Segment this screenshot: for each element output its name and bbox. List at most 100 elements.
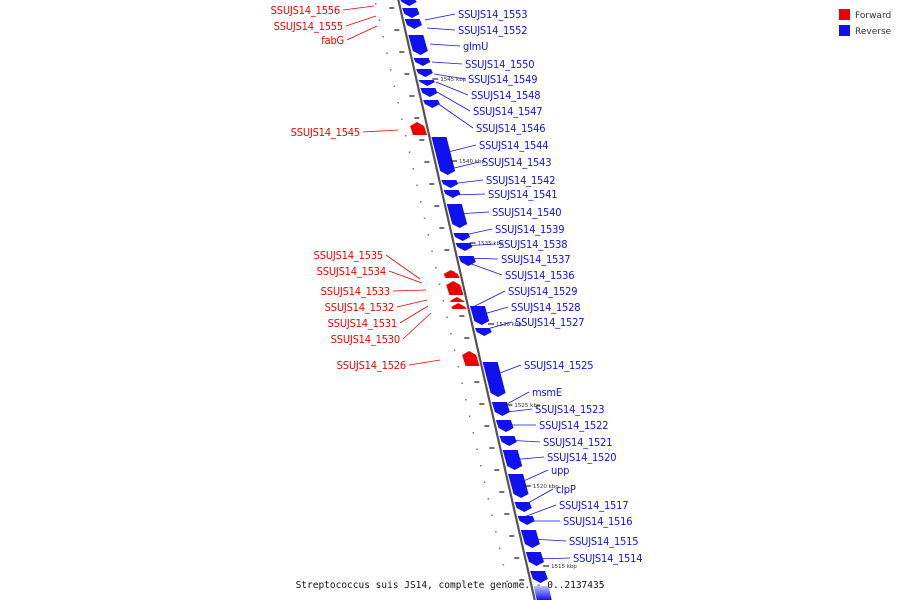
reverse-gene-arrow <box>446 204 468 228</box>
gene-label[interactable]: SSUJS14_1531 <box>328 317 398 330</box>
gene-leader-line <box>362 129 399 133</box>
gene-leader-line <box>436 91 471 112</box>
reverse-gene-arrow <box>416 69 433 77</box>
forward-track-dot <box>393 85 396 87</box>
forward-track-dot <box>401 118 403 120</box>
gene-label[interactable]: SSUJS14_1516 <box>563 515 633 528</box>
gene-label[interactable]: SSUJS14_1540 <box>492 206 562 219</box>
gene-label[interactable]: SSUJS14_1545 <box>291 126 361 139</box>
gene-label[interactable]: SSUJS14_1539 <box>495 223 565 236</box>
gene-label[interactable]: SSUJS14_1538 <box>498 238 568 251</box>
gene-leader-line <box>436 102 474 129</box>
backbone <box>397 0 536 600</box>
gene-label[interactable]: SSUJS14_1552 <box>458 24 528 37</box>
tick-label: 1515 kbp <box>551 564 577 570</box>
gene-label[interactable]: SSUJS14_1541 <box>488 188 558 201</box>
gene-leader-line <box>455 211 490 215</box>
gene-label[interactable]: SSUJS14_1534 <box>317 265 387 278</box>
gene-leader-line <box>530 538 567 542</box>
gene-label[interactable]: SSUJS14_1529 <box>508 285 578 298</box>
gene-label[interactable]: SSUJS14_1547 <box>473 105 543 118</box>
gene-leader-line <box>388 270 423 284</box>
gene-label[interactable]: SSUJS14_1527 <box>515 316 585 329</box>
gene-label[interactable]: SSUJS14_1522 <box>539 419 609 432</box>
gene-label[interactable]: SSUJS14_1535 <box>314 249 384 262</box>
tick-label: 1520 kbp <box>533 484 559 490</box>
gene-label[interactable]: SSUJS14_1537 <box>501 253 571 266</box>
gene-label[interactable]: SSUJS14_1533 <box>321 285 391 298</box>
gene-label[interactable]: SSUJS14_1515 <box>569 535 639 548</box>
forward-track-dot <box>450 333 452 335</box>
gene-leader-line <box>509 456 545 461</box>
gene-label[interactable]: SSUJS14_1550 <box>465 58 535 71</box>
tick-label: 1525 kbp <box>514 403 540 409</box>
forward-track-dot <box>408 151 411 153</box>
forward-track-dot <box>412 168 415 170</box>
gene-leader-line <box>346 25 378 41</box>
gene-label[interactable]: SSUJS14_1543 <box>482 156 552 169</box>
gene-leader-line <box>445 161 480 171</box>
reverse-gene-arrow <box>508 474 529 498</box>
forward-track-dot <box>431 250 433 252</box>
gene-leader-line <box>520 488 554 508</box>
legend-forward-label: Forward <box>855 11 891 21</box>
gene-leader-line <box>399 305 429 324</box>
gene-label[interactable]: SSUJS14_1525 <box>524 359 594 372</box>
gene-label[interactable]: SSUJS14_1548 <box>471 89 541 102</box>
gene-label[interactable]: SSUJS14_1546 <box>476 122 546 135</box>
reverse-gene-arrow <box>404 19 422 29</box>
forward-track-dot <box>374 3 377 5</box>
gene-label[interactable]: SSUJS14_1542 <box>486 174 556 187</box>
gene-label[interactable]: SSUJS14_1521 <box>543 436 613 449</box>
gene-label[interactable]: SSUJS14_1555 <box>274 20 344 33</box>
forward-track-dot <box>498 547 501 549</box>
reverse-gene-arrow <box>474 328 492 336</box>
gene-leader-line <box>392 289 427 292</box>
forward-track-dot <box>506 580 508 582</box>
gene-label[interactable]: SSUJS14_1532 <box>325 301 395 314</box>
gene-label[interactable]: SSUJS14_1556 <box>271 4 341 17</box>
gene-leader-line <box>516 469 549 485</box>
gene-label[interactable]: upp <box>551 464 569 477</box>
label-leaders <box>342 5 571 560</box>
reverse-gene-arrow <box>418 80 435 86</box>
tick-label: 1540 kbp <box>459 159 485 165</box>
gene-leader-line <box>408 359 441 366</box>
gene-label[interactable]: clpP <box>556 483 576 496</box>
reverse-gene-arrow <box>408 35 428 55</box>
reverse-gene-arrow <box>533 586 552 600</box>
gene-label[interactable]: SSUJS14_1544 <box>479 139 549 152</box>
gene-label[interactable]: SSUJS14_1549 <box>468 73 538 86</box>
reverse-gene-arrow <box>514 502 532 512</box>
reverse-gene-arrow <box>530 571 548 583</box>
gene-label[interactable]: SSUJS14_1528 <box>511 301 581 314</box>
legend: Forward Reverse <box>839 9 892 37</box>
gene-label[interactable]: SSUJS14_1520 <box>547 451 617 464</box>
reverse-gene-arrow <box>520 530 540 548</box>
gene-label[interactable]: msmE <box>532 386 562 399</box>
gene-leader-line <box>461 243 496 247</box>
gene-leader-line <box>342 5 375 11</box>
legend-reverse-swatch <box>839 25 850 36</box>
reverse-gene-arrow <box>420 88 438 97</box>
reverse-gene-arrow <box>423 100 440 108</box>
gene-label[interactable]: SSUJS14_1523 <box>535 403 605 416</box>
gene-label[interactable]: fabG <box>321 34 344 47</box>
reverse-gene-arrow <box>499 436 517 446</box>
gene-label[interactable]: SSUJS14_1526 <box>337 359 407 372</box>
gene-label[interactable]: SSUJS14_1530 <box>331 333 401 346</box>
gene-leader-line <box>463 257 499 260</box>
gene-label[interactable]: SSUJS14_1514 <box>573 552 643 565</box>
gene-leader-line <box>474 290 506 307</box>
forward-track-dot <box>420 201 422 203</box>
gene-label[interactable]: glmU <box>463 40 488 53</box>
reverse-gene-arrow <box>482 362 506 397</box>
gene-label[interactable]: SSUJS14_1517 <box>559 499 629 512</box>
gene-leader-line <box>424 13 456 21</box>
gene-leader-line <box>433 73 466 80</box>
gene-label[interactable]: SSUJS14_1553 <box>458 8 528 21</box>
gene-label[interactable]: SSUJS14_1536 <box>505 269 575 282</box>
tick-label: 1545 kbp <box>440 77 466 83</box>
forward-track-dot <box>382 36 384 38</box>
